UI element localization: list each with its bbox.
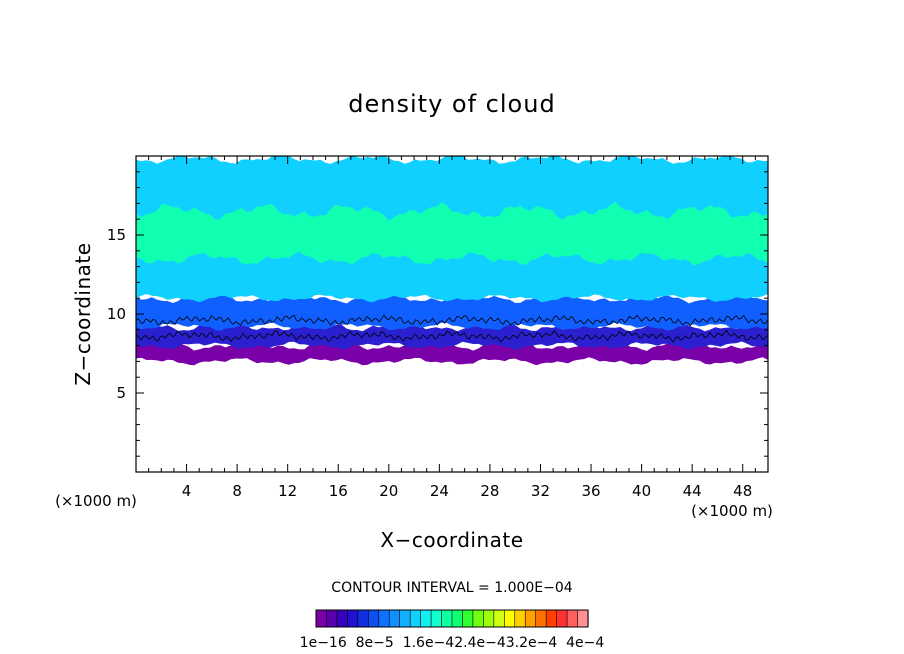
x-axis-unit-right: (×1000 m) — [691, 502, 773, 520]
colorbar-swatch — [462, 609, 474, 628]
x-tick-label: 20 — [379, 482, 398, 500]
colorbar-swatch — [524, 609, 537, 628]
cloud-layer-core — [136, 201, 768, 266]
y-tick-labels: 5 10 15 — [107, 226, 126, 402]
colorbar-swatch — [556, 609, 568, 628]
colorbar-swatch — [388, 609, 401, 628]
x-tick-label: 44 — [683, 482, 702, 500]
x-tick-label: 4 — [182, 482, 192, 500]
colorbar-labels: 1e−16 8e−5 1.6e−42.4e−43.2e−4 4e−4 — [300, 635, 605, 651]
cloud-layer-mid — [136, 293, 768, 331]
plot-fill — [136, 156, 768, 366]
colorbar-swatch — [357, 609, 369, 628]
x-tick-label: 24 — [430, 482, 449, 500]
colorbar-swatch — [326, 609, 338, 628]
x-tick-label: 12 — [278, 482, 297, 500]
y-tick-label: 5 — [116, 384, 126, 402]
axis-ticks — [136, 156, 768, 472]
colorbar-swatch — [577, 609, 589, 628]
colorbar-swatch — [483, 609, 495, 628]
colorbar — [315, 609, 589, 628]
y-axis-label: Z−coordinate — [71, 242, 95, 385]
colorbar-swatch — [336, 609, 348, 628]
chart-title: density of cloud — [348, 90, 555, 118]
colorbar-swatch — [441, 609, 453, 628]
contour-interval-text: CONTOUR INTERVAL = 1.000E−04 — [331, 580, 572, 596]
colorbar-swatch — [399, 609, 411, 628]
x-tick-label: 48 — [733, 482, 752, 500]
colorbar-swatch — [566, 609, 579, 628]
contour-line — [136, 314, 768, 327]
x-axis-unit-left: (×1000 m) — [55, 492, 137, 510]
contour-line — [136, 329, 768, 343]
colorbar-swatch — [504, 609, 516, 628]
x-axis-label: X−coordinate — [380, 528, 523, 552]
x-tick-label: 8 — [232, 482, 242, 500]
y-tick-label: 10 — [107, 305, 126, 323]
colorbar-swatch — [493, 609, 505, 628]
colorbar-swatch — [347, 609, 359, 628]
x-tick-label: 28 — [480, 482, 499, 500]
colorbar-swatch — [545, 609, 558, 628]
colorbar-swatch — [409, 609, 422, 628]
y-tick-label: 15 — [107, 226, 126, 244]
x-tick-label: 40 — [632, 482, 651, 500]
x-tick-labels: 4 8 12 16 20 24 28 32 36 40 44 48 — [182, 482, 752, 500]
colorbar-swatch — [535, 609, 547, 628]
colorbar-swatch — [378, 609, 390, 628]
colorbar-swatch — [420, 609, 432, 628]
contour-lines — [136, 314, 768, 343]
x-tick-label: 16 — [329, 482, 348, 500]
colorbar-frame — [315, 609, 589, 628]
colorbar-swatch — [514, 609, 526, 628]
x-tick-label: 36 — [581, 482, 600, 500]
x-tick-label: 32 — [531, 482, 550, 500]
colorbar-swatch — [451, 609, 464, 628]
colorbar-swatch — [472, 609, 484, 628]
colorbar-swatch — [430, 609, 443, 628]
colorbar-swatch — [368, 609, 380, 628]
colorbar-swatch — [315, 609, 328, 628]
